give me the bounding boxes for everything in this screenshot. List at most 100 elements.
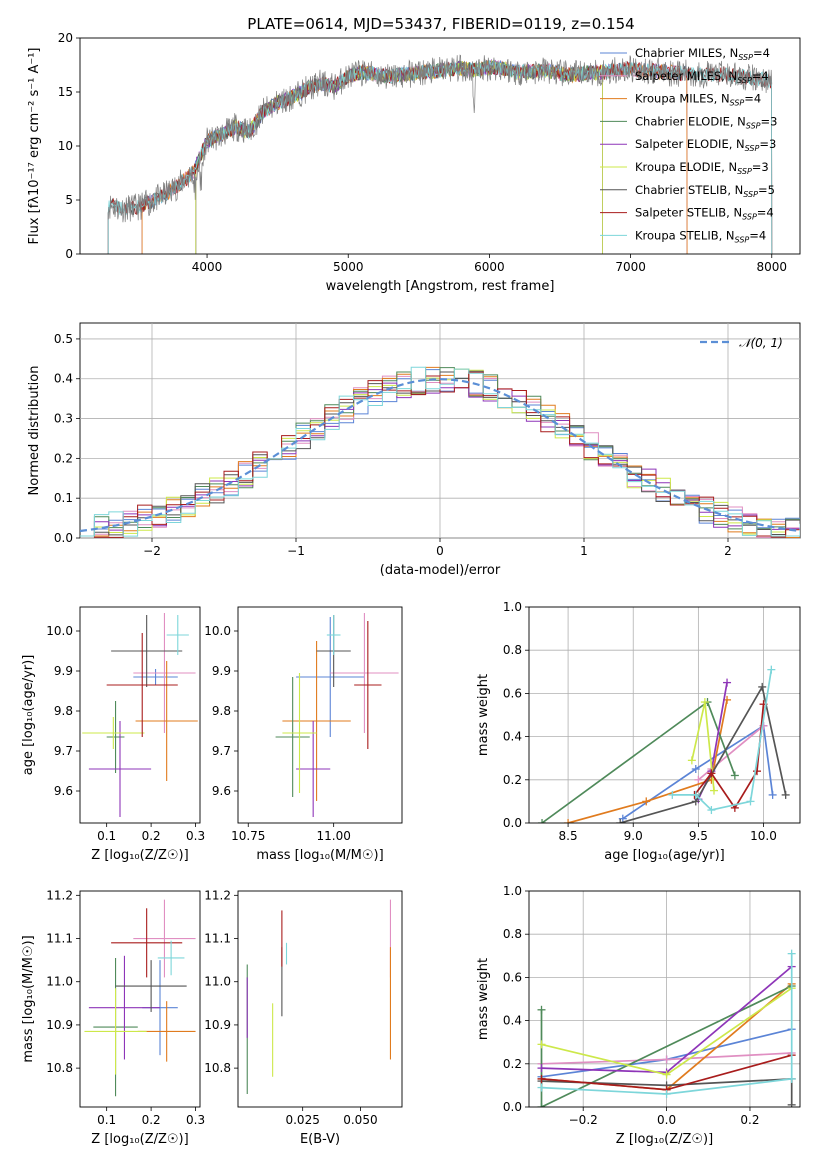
spectrum-series [107,54,773,254]
x-tick-label: 0.1 [97,829,116,843]
model-line [107,58,773,254]
y-axis-label: Normed distribution [27,366,42,496]
y-tick-label: 9.6 [212,784,231,798]
x-tick-label: 0.025 [285,1113,319,1127]
y-axis-label: mass weight [476,958,491,1040]
x-tick-label: 4000 [192,260,223,274]
x-tick-label: 11.00 [316,829,350,843]
y-axis-label: mass [log₁₀(M/M☉)] [21,935,36,1062]
y-tick-label: 9.9 [54,664,73,678]
x-axis-label: age [log₁₀(age/yr)] [604,848,725,863]
y-axis-label: mass weight [476,674,491,756]
series-line [619,684,787,823]
z-mass-points [84,899,196,1097]
y-tick-label: 0.0 [503,816,522,830]
x-tick-label: 8000 [756,260,787,274]
model-line [141,60,688,254]
y-tick-label: 9.8 [212,704,231,718]
x-axis-label: mass [log₁₀(M/M☉)] [256,848,383,863]
x-tick-label: 8.5 [559,829,578,843]
y-tick-label: 11.1 [204,932,231,946]
model-line [141,59,688,254]
legend-label: Salpeter MILES, NSSP=4 [635,69,769,85]
y-axis-label: age [log₁₀(age/yr)] [21,655,36,776]
x-tick-label: 0.3 [186,1113,205,1127]
x-axis-label: wavelength [Angstrom, rest frame] [326,279,555,294]
mass-age-points [275,613,399,817]
y-tick-label: 10 [58,139,73,153]
y-tick-label: 9.9 [212,664,231,678]
x-tick-label: 0.2 [142,829,161,843]
histogram-step-line [80,375,800,538]
plot-frame [237,606,403,824]
z-mass-panel: 0.1 0.2 0.3 10.8 10.9 11.0 11.1 11.2 Z [log₁₀(Z/… [21,888,205,1147]
y-tick-label: 5 [65,193,73,207]
y-axis-label: Flux [fλ10⁻¹⁷ erg cm⁻² s⁻¹ A⁻¹] [27,48,42,245]
x-tick-label: 0 [436,544,444,558]
x-tick-label: 9.0 [624,829,643,843]
x-axis-label: Z [log₁₀(Z/Z☉)] [91,1132,188,1147]
observed-spectrum-line [107,54,773,223]
series-line [541,953,793,1095]
y-tick-label: 15 [58,85,73,99]
model-line [195,58,603,254]
y-tick-label: 11.1 [46,932,73,946]
legend-label: Kroupa ELODIE, NSSP=3 [635,160,769,176]
series-line [693,704,765,810]
y-tick-label: 10.0 [46,624,73,638]
y-tick-label: 10.0 [204,624,231,638]
y-tick-label: 1.0 [503,600,522,614]
y-tick-label: 10.8 [46,1061,73,1075]
plot-frame [528,606,801,824]
y-tick-label: 0.2 [503,773,522,787]
histogram-panel: −2 −1 0 1 2 0.0 0.1 0.2 0.3 0.4 0.5 (data-model)/er… [27,322,801,578]
x-axis-label: (data-model)/error [380,563,501,578]
x-tick-label: 0.2 [142,1113,161,1127]
x-axis-label: E(B-V) [300,1132,340,1147]
x-tick-label: 0.2 [740,1113,759,1127]
y-tick-label: 11.2 [46,888,73,902]
x-tick-label: 0.3 [186,829,205,843]
x-axis-label: Z [log₁₀(Z/Z☉)] [91,848,188,863]
y-tick-label: 0.1 [54,491,73,505]
histogram-series [80,366,800,538]
series-line [567,699,728,823]
legend-label: 𝒩(0, 1) [739,336,783,350]
plot-frame [79,890,201,1108]
legend-label: Salpeter ELODIE, NSSP=3 [635,137,776,153]
x-tick-label: 10.0 [750,829,777,843]
model-line [141,59,688,254]
y-tick-label: 10.8 [204,1061,231,1075]
histogram-step-line [80,366,800,537]
z-age-panel: 0.1 0.2 0.3 9.6 9.7 9.8 9.9 10.0 Z [log₁₀(Z/Z☉)]… [21,606,205,863]
legend-label: Kroupa STELIB, NSSP=4 [635,228,766,244]
series-line [541,1078,793,1105]
x-tick-label: 9.5 [689,829,708,843]
x-tick-label: −2 [143,544,161,558]
ebv-mass-points [246,899,392,1095]
y-tick-label: 10.9 [46,1018,73,1032]
y-tick-label: 0.2 [54,451,73,465]
plot-frame [528,890,801,1108]
x-tick-label: 0.050 [343,1113,377,1127]
mass-age-panel: 10.75 11.00 9.6 9.7 9.8 9.9 10.0 mass [log₁₀(M/… [204,606,403,863]
x-tick-label: 7000 [615,260,646,274]
legend-label: Chabrier ELODIE, NSSP=3 [635,114,777,130]
y-tick-label: 0.8 [503,643,522,657]
spectrum-panel: 4000 5000 6000 7000 8000 0 5 10 15 20 wavelength [… [27,31,801,294]
y-tick-label: 9.7 [212,744,231,758]
legend-label: Kroupa MILES, NSSP=4 [635,92,761,108]
y-tick-label: 11.0 [204,975,231,989]
y-tick-label: 0 [65,247,73,261]
histogram-step-line [80,367,800,537]
age-massweight-series [538,665,790,823]
model-line [107,59,773,254]
y-tick-label: 1.0 [503,884,522,898]
y-tick-label: 0.0 [503,1100,522,1114]
z-massweight-panel: −0.2 0.0 0.2 0.0 0.2 0.4 0.6 0.8 1.0 Z [log₁₀(Z/Z… [476,884,801,1147]
spectrum-legend: Chabrier MILES, NSSP=4 Salpeter MILES, NS… [600,46,777,244]
y-tick-label: 0.8 [503,927,522,941]
series-line [622,724,774,820]
x-tick-label: 0.1 [97,1113,116,1127]
